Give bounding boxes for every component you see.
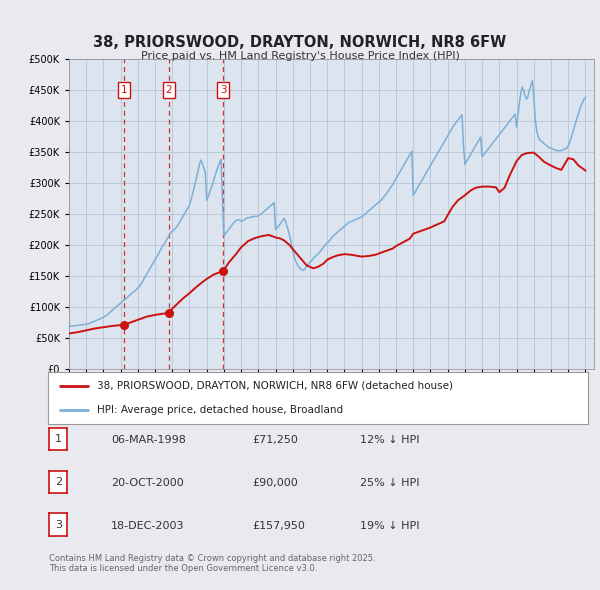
Text: 3: 3	[220, 85, 227, 95]
Text: 1: 1	[55, 434, 62, 444]
Text: 1: 1	[121, 85, 127, 95]
Text: 38, PRIORSWOOD, DRAYTON, NORWICH, NR8 6FW: 38, PRIORSWOOD, DRAYTON, NORWICH, NR8 6F…	[94, 35, 506, 50]
Text: Price paid vs. HM Land Registry's House Price Index (HPI): Price paid vs. HM Land Registry's House …	[140, 51, 460, 61]
Text: 19% ↓ HPI: 19% ↓ HPI	[360, 521, 419, 530]
Text: 20-OCT-2000: 20-OCT-2000	[111, 478, 184, 488]
Text: 25% ↓ HPI: 25% ↓ HPI	[360, 478, 419, 488]
Text: 3: 3	[55, 520, 62, 529]
Text: £71,250: £71,250	[252, 435, 298, 445]
Text: £90,000: £90,000	[252, 478, 298, 488]
Text: Contains HM Land Registry data © Crown copyright and database right 2025.
This d: Contains HM Land Registry data © Crown c…	[49, 554, 376, 573]
Text: £157,950: £157,950	[252, 521, 305, 530]
Text: 2: 2	[166, 85, 172, 95]
Text: 18-DEC-2003: 18-DEC-2003	[111, 521, 185, 530]
Text: 38, PRIORSWOOD, DRAYTON, NORWICH, NR8 6FW (detached house): 38, PRIORSWOOD, DRAYTON, NORWICH, NR8 6F…	[97, 381, 452, 391]
Text: 06-MAR-1998: 06-MAR-1998	[111, 435, 186, 445]
Text: 2: 2	[55, 477, 62, 487]
Text: 12% ↓ HPI: 12% ↓ HPI	[360, 435, 419, 445]
Text: HPI: Average price, detached house, Broadland: HPI: Average price, detached house, Broa…	[97, 405, 343, 415]
